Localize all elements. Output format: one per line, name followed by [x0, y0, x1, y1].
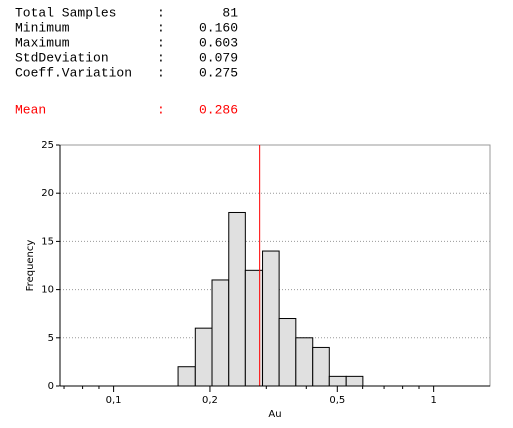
- stat-label: Coeff.Variation: [15, 65, 132, 80]
- mean-label: Mean: [15, 102, 46, 117]
- bar: [295, 337, 314, 387]
- stat-label: Maximum: [15, 35, 70, 50]
- stat-value: 0.079: [199, 50, 238, 65]
- y-axis-label: Frequency: [25, 240, 36, 292]
- y-tick-label: 0: [48, 381, 54, 392]
- stat-separator: :: [157, 65, 165, 80]
- bar: [312, 346, 330, 387]
- x-tick-label: 0,5: [329, 395, 345, 406]
- stat-label: Total Samples: [15, 5, 116, 20]
- bar: [278, 318, 297, 387]
- bar: [345, 375, 364, 387]
- stat-separator: :: [157, 20, 165, 35]
- y-tick-label: 5: [48, 333, 54, 344]
- y-tick-label: 10: [41, 285, 54, 296]
- stat-value: 0.275: [199, 65, 238, 80]
- x-tick-label: 1: [430, 395, 436, 406]
- x-tick-label: 0,1: [106, 395, 122, 406]
- bar: [228, 211, 246, 387]
- bar: [328, 375, 347, 387]
- bar: [211, 279, 230, 387]
- stat-separator: :: [157, 50, 165, 65]
- y-tick-label: 25: [41, 140, 54, 151]
- mean-value: 0.286: [199, 102, 238, 117]
- stat-value: 0.603: [199, 35, 238, 50]
- stat-label: StdDeviation: [15, 50, 109, 65]
- bar: [177, 366, 196, 387]
- stat-value: 81: [222, 5, 238, 20]
- bar: [194, 327, 213, 387]
- stat-separator: :: [157, 102, 165, 117]
- y-tick-label: 20: [41, 188, 54, 199]
- bar: [262, 250, 280, 387]
- stat-value: 0.160: [199, 20, 238, 35]
- y-tick-label: 15: [41, 236, 54, 247]
- stat-separator: :: [157, 5, 165, 20]
- x-tick-label: 0,2: [202, 395, 218, 406]
- stat-label: Minimum: [15, 20, 70, 35]
- x-axis-label: Au: [268, 409, 281, 420]
- stat-separator: :: [157, 35, 165, 50]
